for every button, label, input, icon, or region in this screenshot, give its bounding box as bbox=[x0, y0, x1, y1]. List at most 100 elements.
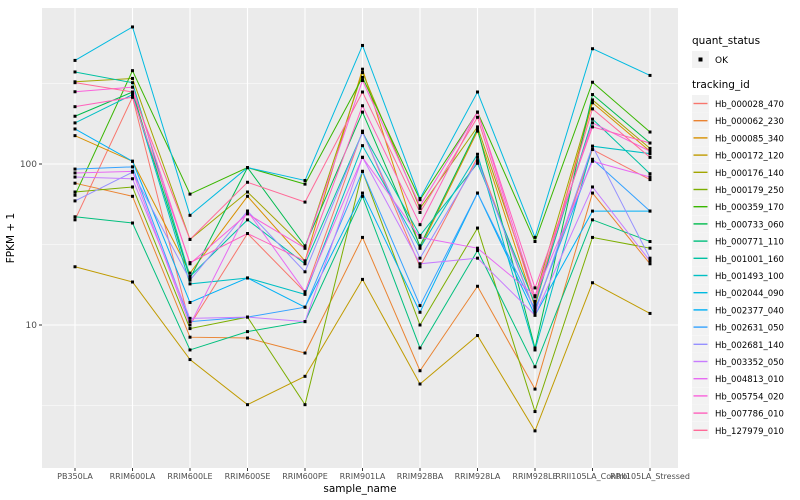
y-axis: 100 10 bbox=[20, 160, 42, 331]
legend-item-label: Hb_127979_010 bbox=[715, 427, 784, 437]
data-point bbox=[533, 429, 537, 433]
data-point bbox=[476, 129, 479, 133]
data-point bbox=[591, 281, 594, 285]
ok-point-icon bbox=[698, 57, 703, 62]
data-point bbox=[648, 246, 652, 250]
data-point bbox=[73, 121, 77, 125]
data-point bbox=[648, 256, 652, 260]
data-point bbox=[188, 300, 192, 304]
data-point bbox=[418, 223, 422, 227]
data-point bbox=[418, 310, 422, 314]
data-point bbox=[131, 25, 134, 29]
data-point bbox=[418, 206, 422, 210]
data-point bbox=[361, 110, 364, 114]
legend-quant-status-title: quant_status bbox=[692, 35, 760, 47]
data-point bbox=[591, 191, 594, 195]
data-point bbox=[131, 169, 134, 173]
legend-entry: Hb_001001_160 bbox=[692, 249, 784, 267]
legend-entry: Hb_000028_470 bbox=[692, 95, 784, 112]
data-point bbox=[648, 240, 652, 244]
legend-entry: Hb_000176_140 bbox=[692, 163, 784, 181]
data-point bbox=[303, 259, 307, 263]
data-point bbox=[246, 276, 249, 280]
data-point bbox=[418, 256, 422, 260]
data-point bbox=[418, 382, 422, 386]
x-tick-label: PB350LA bbox=[57, 472, 93, 481]
data-point bbox=[591, 121, 594, 125]
data-point bbox=[303, 270, 307, 274]
data-point bbox=[361, 71, 364, 75]
legend: quant_status OK tracking_id Hb_000028_47… bbox=[692, 35, 784, 439]
data-point bbox=[418, 233, 422, 237]
data-point bbox=[648, 130, 652, 134]
data-point bbox=[418, 262, 422, 266]
data-point bbox=[188, 327, 192, 331]
data-point bbox=[476, 159, 479, 163]
x-tick-label: RRIM901LA bbox=[340, 472, 386, 481]
data-point bbox=[73, 190, 77, 194]
data-point bbox=[418, 244, 422, 248]
data-point bbox=[303, 182, 307, 186]
x-tick-label: RRIM928LE bbox=[512, 472, 557, 481]
data-point bbox=[303, 374, 307, 378]
data-point bbox=[533, 387, 537, 391]
data-point bbox=[418, 369, 422, 373]
data-point bbox=[476, 226, 479, 230]
data-point bbox=[418, 210, 422, 214]
data-point bbox=[303, 244, 307, 248]
data-point bbox=[533, 365, 537, 369]
data-point bbox=[131, 177, 134, 181]
legend-entry: Hb_000179_250 bbox=[692, 181, 784, 198]
data-point bbox=[361, 67, 364, 71]
data-point bbox=[476, 110, 479, 114]
data-point bbox=[361, 130, 364, 134]
data-point bbox=[361, 75, 364, 79]
data-point bbox=[418, 235, 422, 239]
data-point bbox=[73, 58, 77, 62]
data-point bbox=[73, 167, 77, 171]
data-point bbox=[188, 320, 192, 324]
data-point bbox=[131, 159, 134, 163]
legend-item-label: Hb_007786_010 bbox=[715, 410, 784, 420]
data-point bbox=[418, 197, 422, 201]
data-point bbox=[418, 346, 422, 350]
legend-entry: Hb_002681_140 bbox=[692, 335, 784, 353]
legend-item-label: Hb_005754_020 bbox=[715, 392, 784, 402]
legend-entry: Hb_000771_110 bbox=[692, 232, 784, 250]
data-point bbox=[188, 237, 192, 241]
data-point bbox=[591, 117, 594, 121]
data-point bbox=[648, 311, 652, 315]
data-point bbox=[591, 157, 594, 161]
x-tick-label: RRIM928BA bbox=[397, 472, 444, 481]
data-point bbox=[476, 152, 479, 156]
data-point bbox=[303, 351, 307, 355]
data-point bbox=[188, 276, 192, 280]
data-point bbox=[648, 259, 652, 263]
data-point bbox=[361, 43, 364, 47]
data-point bbox=[303, 262, 307, 266]
legend-entry: Hb_003352_050 bbox=[692, 353, 784, 370]
data-point bbox=[246, 232, 249, 236]
data-point bbox=[303, 246, 307, 250]
data-point bbox=[188, 316, 192, 320]
data-point bbox=[648, 155, 652, 159]
legend-item-label: Hb_002377_040 bbox=[715, 306, 784, 316]
data-point bbox=[188, 213, 192, 217]
legend-entry: Hb_000062_230 bbox=[692, 112, 784, 130]
data-point bbox=[476, 127, 479, 131]
data-point bbox=[246, 209, 249, 213]
data-point bbox=[361, 79, 364, 83]
data-point bbox=[73, 193, 77, 197]
x-tick-label: RRII105LA_Stressed bbox=[610, 472, 690, 481]
data-point bbox=[246, 315, 249, 319]
plot-panel bbox=[42, 8, 678, 468]
legend-item-label: Hb_000085_340 bbox=[715, 134, 784, 144]
data-point bbox=[73, 134, 77, 138]
legend-item-label: Hb_000733_060 bbox=[715, 220, 784, 230]
data-point bbox=[246, 166, 249, 170]
legend-item-label: Hb_000062_230 bbox=[715, 117, 784, 127]
data-point bbox=[131, 194, 134, 198]
data-point bbox=[648, 175, 652, 179]
data-point bbox=[73, 218, 77, 222]
